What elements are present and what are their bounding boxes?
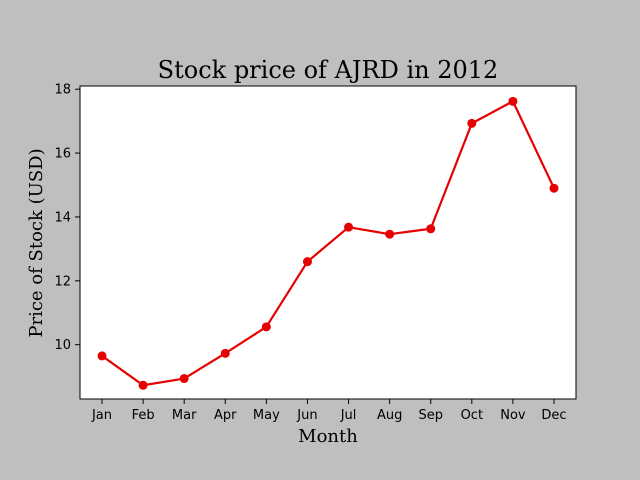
data-point-nov — [508, 96, 518, 106]
x-axis-label: Month — [298, 426, 358, 447]
series-layer — [97, 96, 559, 390]
x-tick-label: Feb — [132, 408, 155, 423]
data-point-jun — [302, 257, 312, 267]
x-tick-label: Sep — [418, 408, 443, 423]
x-axis: Jan Feb Mar Apr May Jun Jul Aug Sep Oct Nov Dec — [91, 399, 567, 423]
x-tick-label: Oct — [461, 408, 483, 423]
x-tick-label: Aug — [377, 408, 402, 423]
series-line — [101, 100, 555, 387]
y-tick-label: 16 — [54, 147, 71, 162]
y-tick-label: 12 — [54, 274, 71, 289]
data-point-may — [261, 322, 271, 332]
plot-area — [79, 85, 577, 400]
data-point-jul — [344, 222, 354, 232]
data-point-apr — [220, 348, 230, 358]
data-point-oct — [467, 118, 477, 128]
x-tick-label: Apr — [214, 408, 237, 423]
data-point-feb — [138, 380, 148, 390]
data-point-aug — [385, 229, 395, 239]
x-tick-label: Jan — [91, 408, 112, 423]
x-tick-label: May — [253, 408, 280, 423]
y-tick-label: 14 — [54, 210, 71, 225]
y-tick-label: 18 — [54, 83, 71, 98]
data-point-jan — [97, 351, 107, 361]
chart-title: Stock price of AJRD in 2012 — [158, 56, 499, 84]
y-axis: 10 12 14 16 18 — [54, 83, 80, 353]
x-tick-label: Mar — [172, 408, 197, 423]
x-tick-label: Nov — [500, 408, 526, 423]
x-tick-label: Dec — [541, 408, 566, 423]
y-axis-label: Price of Stock (USD) — [26, 148, 47, 337]
data-point-mar — [179, 374, 189, 384]
x-tick-label: Jul — [340, 408, 357, 423]
x-tick-label: Jun — [296, 408, 317, 423]
data-point-dec — [549, 183, 559, 193]
data-point-sep — [426, 224, 436, 234]
y-tick-label: 10 — [54, 338, 71, 353]
